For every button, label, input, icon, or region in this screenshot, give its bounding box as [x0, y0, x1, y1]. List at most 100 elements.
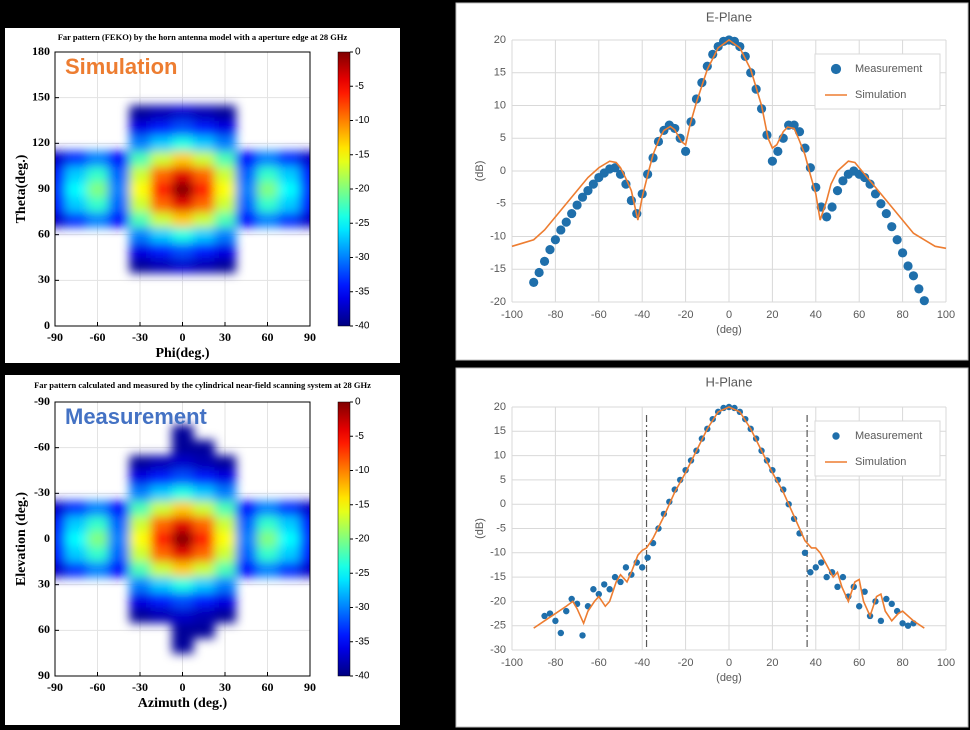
- heat-cell: [65, 166, 88, 182]
- y-tick-label: 10: [494, 99, 506, 111]
- x-axis-label: Azimuth (deg.): [138, 696, 228, 711]
- heat-cell: [129, 516, 152, 532]
- heat-cell: [214, 531, 237, 548]
- heat-cell: [256, 561, 279, 578]
- y-tick-label: 5: [500, 132, 506, 144]
- data-point: [823, 573, 830, 581]
- data-point: [644, 554, 651, 561]
- data-point: [539, 256, 550, 266]
- chart-title: E-Plane: [706, 9, 752, 24]
- heat-cell: [129, 242, 152, 258]
- heat-cell: [214, 181, 237, 198]
- heat-cell: [171, 622, 194, 639]
- data-point: [550, 235, 561, 245]
- heat-cell: [150, 485, 173, 502]
- heat-cell: [214, 135, 237, 152]
- data-point: [557, 629, 565, 637]
- data-point: [670, 123, 680, 134]
- colorbar-tick-label: -20: [355, 534, 370, 545]
- colorbar-tick-label: -30: [355, 602, 370, 613]
- legend-label: Measurement: [855, 430, 922, 442]
- heat-cell: [171, 150, 194, 167]
- heat-cell: [86, 166, 109, 182]
- heat-cell: [193, 485, 215, 502]
- colorbar-tick-label: 0: [355, 397, 361, 408]
- data-point: [887, 222, 897, 232]
- heat-cell: [86, 516, 109, 532]
- heat-cell: [171, 105, 194, 121]
- heat-cell: [171, 242, 194, 258]
- heat-cell: [129, 546, 152, 563]
- heat-cell: [108, 546, 130, 563]
- data-point: [883, 595, 890, 603]
- heat-cell: [171, 166, 194, 182]
- x-tick-label: -60: [591, 657, 607, 669]
- heat-cell: [129, 196, 152, 213]
- y-tick-label: -15: [490, 263, 506, 275]
- data-point: [529, 277, 539, 287]
- heat-cell: [150, 577, 173, 593]
- data-point: [839, 573, 847, 581]
- heat-cell: [171, 592, 194, 608]
- data-point: [534, 267, 544, 278]
- data-point: [588, 179, 598, 189]
- heat-cell: [299, 181, 310, 198]
- heat-cell: [214, 470, 237, 487]
- x-tick-label: -60: [591, 309, 607, 321]
- data-point: [567, 208, 577, 219]
- y-tick-label: 5: [500, 474, 506, 486]
- heat-cell: [150, 607, 173, 624]
- heat-cell: [278, 516, 300, 532]
- heat-cell: [129, 181, 152, 198]
- y-axis-label: Elevation (deg.): [14, 492, 29, 586]
- heat-cell: [108, 561, 130, 578]
- plot-frame: [54, 51, 311, 327]
- data-point: [822, 212, 832, 222]
- heat-cell: [193, 622, 215, 639]
- heat-cell: [108, 500, 130, 517]
- data-point: [877, 617, 885, 625]
- heat-cell: [193, 607, 215, 624]
- heat-cell: [86, 500, 109, 517]
- y-tick-label: -30: [490, 644, 506, 656]
- y-tick-label: -20: [490, 296, 506, 308]
- heat-cell: [256, 531, 279, 548]
- y-axis-label: Theta(deg.): [14, 154, 29, 223]
- heat-cell: [171, 120, 194, 137]
- heat-cell: [193, 500, 215, 517]
- heat-cell: [171, 196, 194, 213]
- legend-label: Simulation: [855, 89, 906, 101]
- heatmap-area: [55, 424, 310, 654]
- heat-cell: [214, 196, 237, 213]
- heat-cell: [235, 211, 258, 228]
- x-tick-label: -80: [547, 309, 563, 321]
- heat-cell: [171, 561, 194, 578]
- data-point: [870, 189, 881, 199]
- heat-cell: [256, 516, 279, 532]
- y-tick-label: 90: [38, 181, 50, 195]
- series-line: [533, 406, 925, 629]
- heat-cell: [108, 531, 130, 548]
- heat-cell: [129, 120, 152, 137]
- heat-cell: [193, 257, 215, 274]
- plot-frame: [54, 401, 311, 677]
- x-tick-label: 60: [262, 330, 274, 344]
- heat-cell: [150, 531, 173, 548]
- heat-cell: [129, 500, 152, 517]
- heat-cell: [55, 166, 67, 182]
- x-tick-label: 60: [853, 309, 865, 321]
- heat-cell: [171, 546, 194, 563]
- heat-cell: [150, 516, 173, 532]
- x-tick-label: 30: [219, 680, 231, 694]
- y-tick-label: 180: [32, 44, 50, 58]
- heat-cell: [86, 546, 109, 563]
- heat-cell: [150, 196, 173, 213]
- heat-cell: [193, 561, 215, 578]
- heat-cell: [129, 561, 152, 578]
- heat-cell: [214, 607, 237, 624]
- legend-swatch: [830, 63, 842, 75]
- heat-cell: [150, 470, 173, 487]
- y-tick-label: -25: [490, 620, 506, 632]
